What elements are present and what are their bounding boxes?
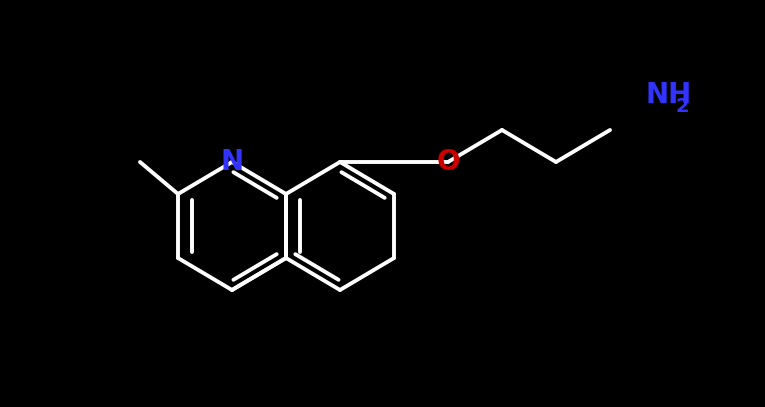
Text: O: O xyxy=(436,148,460,176)
Text: NH: NH xyxy=(645,81,692,109)
Text: 2: 2 xyxy=(675,97,689,116)
Text: N: N xyxy=(220,148,243,176)
